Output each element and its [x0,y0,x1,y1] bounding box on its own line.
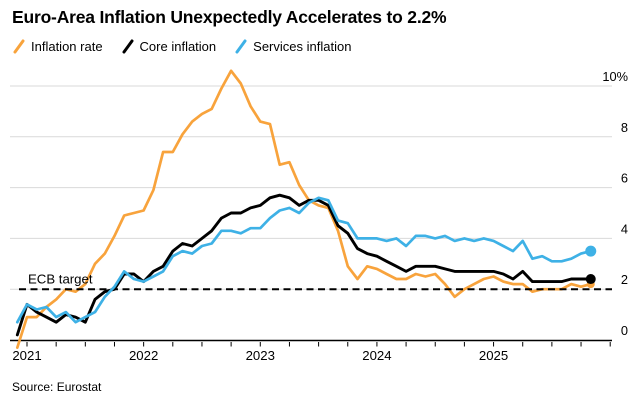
y-axis-label: 8 [621,120,628,135]
ecb-target-label: ECB target [28,272,93,287]
x-axis-label: 2021 [12,348,41,363]
end-dot-services-inflation [585,245,597,257]
x-axis-label: 2025 [479,348,508,363]
series-line-services-inflation [15,196,593,324]
line-swatch-icon [122,39,134,54]
x-axis-label: 2024 [362,348,391,363]
series-line-inflation-rate [15,69,593,349]
y-axis-label: 10% [602,69,628,84]
legend-label: Core inflation [139,39,217,54]
source-note: Source: Eurostat [12,380,102,394]
end-dot-core-inflation [585,274,596,285]
chart-title: Euro-Area Inflation Unexpectedly Acceler… [12,7,447,27]
x-axis-label: 2022 [129,348,158,363]
y-axis-label: 2 [621,272,628,287]
legend-item-inflation-rate: Inflation rate [13,38,103,55]
legend-label: Services inflation [253,39,352,54]
y-axis-label: 0 [621,323,628,338]
legend-item-core-inflation: Core inflation [122,38,217,55]
line-swatch-icon [235,39,247,54]
x-axis-label: 2023 [246,348,275,363]
y-axis-label: 6 [621,171,628,186]
series-line-core-inflation [15,193,593,337]
chart-legend: Inflation rate Core inflation Services i… [13,38,351,55]
y-axis-label: 4 [621,221,628,236]
legend-label: Inflation rate [31,39,103,54]
line-swatch-icon [13,39,25,54]
legend-item-services-inflation: Services inflation [235,38,351,55]
